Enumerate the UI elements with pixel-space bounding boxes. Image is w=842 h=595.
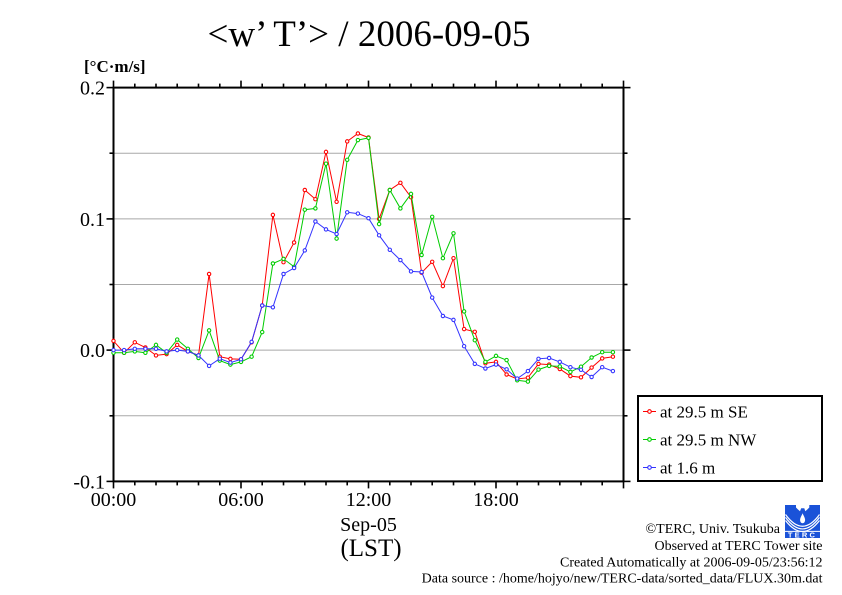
svg-text:12:00: 12:00 [346,489,392,511]
svg-text:06:00: 06:00 [218,489,264,511]
svg-text:<w’ T’> / 2006-09-05: <w’ T’> / 2006-09-05 [208,14,531,55]
svg-text:00:00: 00:00 [91,489,137,511]
svg-text:Created Automatically at 2006-: Created Automatically at 2006-09-05/23:5… [560,556,822,571]
svg-text:0.0: 0.0 [80,340,105,362]
svg-text:0.1: 0.1 [80,209,105,231]
svg-text:at 1.6 m: at 1.6 m [660,459,715,478]
svg-text:TERC: TERC [788,531,817,540]
svg-text:[°C·m/s]: [°C·m/s] [84,57,146,76]
svg-text:18:00: 18:00 [473,489,519,511]
svg-text:©TERC, Univ. Tsukuba: ©TERC, Univ. Tsukuba [646,522,781,537]
svg-text:Observed at TERC Tower site: Observed at TERC Tower site [654,539,822,554]
svg-text:at 29.5 m SE: at 29.5 m SE [660,403,748,422]
svg-text:at 29.5 m NW: at 29.5 m NW [660,431,757,450]
svg-text:-0.1: -0.1 [73,471,105,493]
svg-text:Sep-05: Sep-05 [340,514,397,536]
svg-text:0.2: 0.2 [80,78,105,100]
svg-text:Data source : /home/hojyo/new/: Data source : /home/hojyo/new/TERC-data/… [422,572,823,587]
svg-text:(LST): (LST) [340,535,401,562]
